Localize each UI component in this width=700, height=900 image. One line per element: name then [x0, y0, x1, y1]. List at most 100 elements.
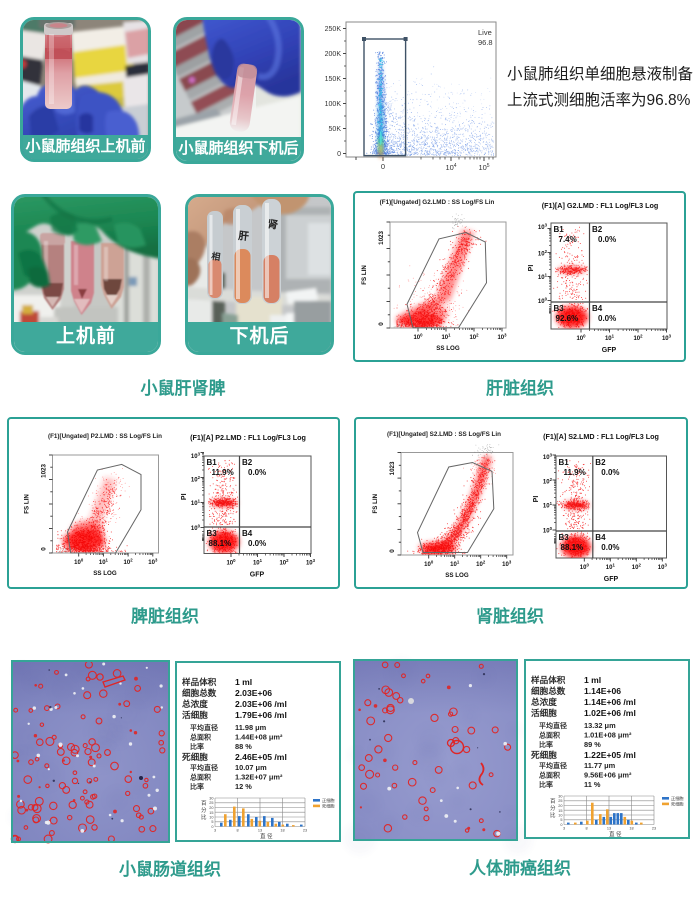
svg-text:B4: B4 [595, 533, 606, 542]
svg-text:1 ml: 1 ml [584, 675, 601, 685]
svg-text:活细胞: 活细胞 [182, 709, 208, 720]
svg-text:1.14E+06: 1.14E+06 [584, 686, 621, 696]
svg-text:0.0%: 0.0% [598, 314, 616, 323]
svg-text:PI: PI [533, 496, 540, 503]
svg-text:细胞总数: 细胞总数 [182, 687, 217, 698]
svg-text:SS LOG: SS LOG [445, 572, 469, 579]
svg-text:103: 103 [543, 453, 553, 462]
svg-text:1023: 1023 [41, 464, 48, 478]
svg-text:103: 103 [538, 223, 548, 232]
svg-text:101: 101 [543, 501, 553, 510]
svg-text:102: 102 [279, 558, 289, 567]
svg-text:102: 102 [469, 333, 479, 342]
svg-text:Live: Live [478, 28, 492, 37]
svg-text:50K: 50K [329, 126, 342, 133]
svg-text:30: 30 [209, 797, 213, 801]
svg-text:100: 100 [543, 526, 553, 535]
svg-text:0.0%: 0.0% [598, 235, 616, 244]
svg-text:2.46E+05 /ml: 2.46E+05 /ml [235, 752, 287, 762]
svg-text:B2: B2 [592, 225, 603, 234]
svg-text:死细胞: 死细胞 [322, 803, 335, 810]
svg-text:18: 18 [280, 829, 284, 833]
svg-text:103: 103 [306, 558, 316, 567]
svg-text:11 %: 11 % [584, 780, 601, 789]
svg-text:23: 23 [652, 827, 656, 831]
svg-text:88.1%: 88.1% [561, 543, 584, 552]
svg-text:101: 101 [538, 273, 548, 282]
svg-text:0: 0 [211, 825, 213, 829]
svg-text:分: 分 [201, 806, 207, 814]
svg-text:88 %: 88 % [235, 742, 252, 751]
svg-text:0: 0 [41, 547, 48, 551]
svg-text:100: 100 [191, 524, 201, 533]
svg-text:(F1)[A] P2.LMD : FL1 Log/FL3 L: (F1)[A] P2.LMD : FL1 Log/FL3 Log [190, 433, 306, 442]
svg-text:30: 30 [558, 795, 562, 799]
svg-text:5: 5 [211, 820, 213, 824]
svg-text:直 径: 直 径 [260, 832, 273, 840]
svg-text:7.4%: 7.4% [559, 235, 577, 244]
svg-text:B3: B3 [554, 304, 565, 313]
svg-text:1023: 1023 [378, 231, 385, 245]
svg-text:1.14E+06 /ml: 1.14E+06 /ml [584, 697, 636, 707]
svg-text:B2: B2 [242, 458, 253, 467]
svg-text:0.0%: 0.0% [601, 543, 619, 552]
svg-text:2.03E+06 /ml: 2.03E+06 /ml [235, 699, 287, 709]
svg-text:样品体积: 样品体积 [182, 676, 217, 687]
svg-text:比率: 比率 [539, 740, 553, 749]
svg-text:103: 103 [191, 452, 201, 461]
svg-text:死细胞: 死细胞 [530, 749, 557, 760]
svg-text:GFP: GFP [602, 347, 617, 354]
svg-text:0: 0 [560, 823, 562, 827]
svg-text:15: 15 [209, 811, 213, 815]
svg-text:100: 100 [580, 563, 590, 572]
svg-text:总浓度: 总浓度 [182, 698, 208, 709]
svg-text:100: 100 [74, 558, 84, 567]
svg-text:100: 100 [226, 558, 236, 567]
svg-text:1 ml: 1 ml [235, 677, 252, 687]
svg-text:比率: 比率 [539, 780, 553, 789]
svg-text:分: 分 [550, 804, 556, 812]
svg-text:13.32 μm: 13.32 μm [584, 721, 616, 730]
svg-text:(F1)[Ungated] G2.LMD : SS Log/: (F1)[Ungated] G2.LMD : SS Log/FS Lin [380, 199, 495, 206]
svg-text:B1: B1 [207, 458, 218, 467]
svg-text:PI: PI [181, 493, 188, 500]
svg-text:GFP: GFP [604, 576, 619, 583]
svg-text:101: 101 [450, 560, 460, 569]
svg-text:总面积: 总面积 [539, 730, 560, 739]
svg-text:(F1)[A] G2.LMD : FL1 Log/FL3 L: (F1)[A] G2.LMD : FL1 Log/FL3 Log [542, 201, 659, 210]
svg-text:1.02E+06 /ml: 1.02E+06 /ml [584, 708, 636, 718]
svg-text:1.01E+08 μm²: 1.01E+08 μm² [584, 730, 632, 739]
svg-text:103: 103 [658, 563, 668, 572]
svg-text:10: 10 [558, 814, 562, 818]
svg-text:百: 百 [550, 798, 556, 805]
svg-text:SS LOG: SS LOG [436, 345, 460, 352]
svg-text:(F1)[Ungated] P2.LMD : SS Log/: (F1)[Ungated] P2.LMD : SS Log/FS Lin [48, 433, 162, 440]
svg-text:直 径: 直 径 [609, 830, 622, 838]
svg-text:20: 20 [558, 804, 562, 808]
svg-text:101: 101 [191, 499, 201, 508]
svg-text:10: 10 [209, 816, 213, 820]
svg-text:PI: PI [528, 265, 535, 272]
svg-text:102: 102 [543, 477, 553, 486]
svg-text:102: 102 [632, 563, 642, 572]
svg-text:B1: B1 [559, 458, 570, 467]
svg-text:101: 101 [606, 563, 616, 572]
svg-text:101: 101 [253, 558, 263, 567]
svg-text:3: 3 [214, 829, 216, 833]
svg-text:101: 101 [441, 333, 451, 342]
svg-text:11.9%: 11.9% [564, 468, 586, 477]
svg-text:平均直径: 平均直径 [539, 761, 567, 770]
svg-text:0.0%: 0.0% [601, 468, 619, 477]
svg-text:15: 15 [558, 809, 562, 813]
svg-text:2.03E+06: 2.03E+06 [235, 688, 272, 698]
svg-text:103: 103 [497, 333, 507, 342]
svg-text:(F1)[A] S2.LMD : FL1 Log/FL3 L: (F1)[A] S2.LMD : FL1 Log/FL3 Log [543, 432, 659, 441]
svg-text:百: 百 [201, 800, 207, 807]
svg-text:正细胞: 正细胞 [671, 795, 684, 802]
svg-text:12 %: 12 % [235, 782, 252, 791]
svg-text:100: 100 [424, 560, 434, 569]
svg-text:活细胞: 活细胞 [531, 707, 557, 718]
svg-text:比率: 比率 [190, 782, 204, 791]
svg-text:103: 103 [502, 560, 512, 569]
svg-text:比率: 比率 [190, 742, 204, 751]
